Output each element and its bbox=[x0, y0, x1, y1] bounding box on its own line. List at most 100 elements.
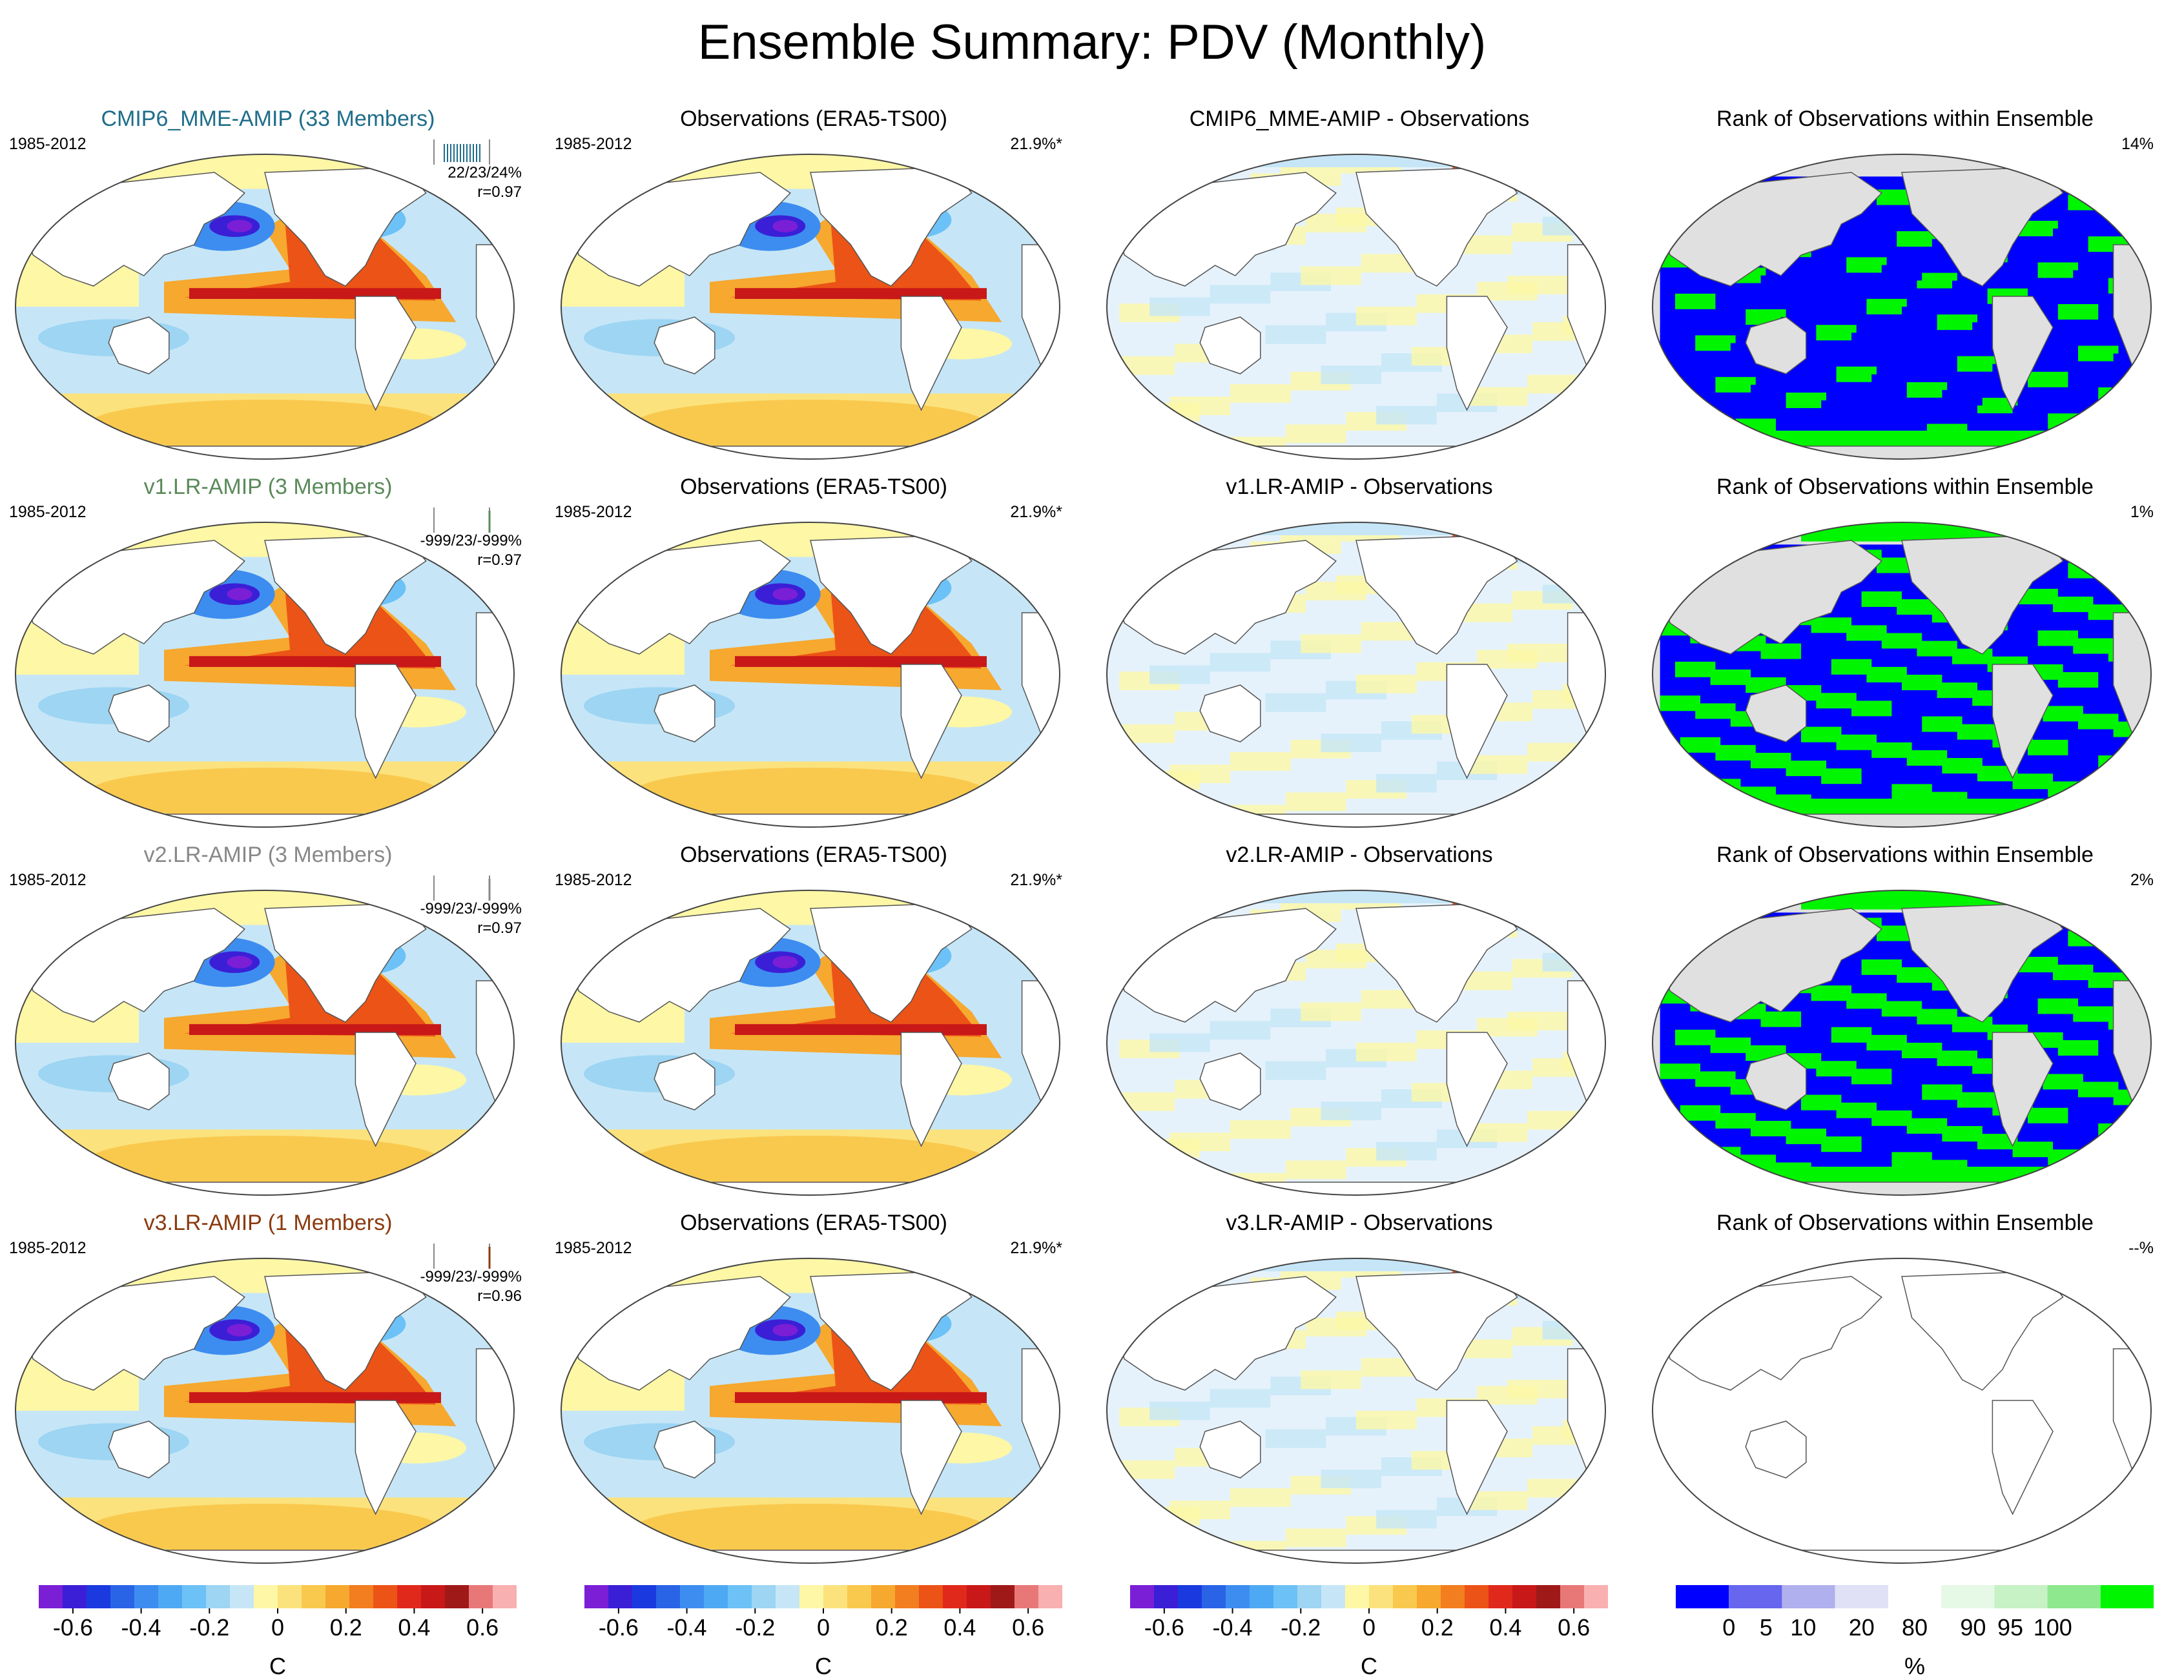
colorbar-tick-label: 0.6 bbox=[466, 1614, 499, 1641]
colorbar-swatch bbox=[1489, 1585, 1512, 1608]
panel-model-row-4: v3.LR-AMIP (1 Members) 1985-2012 -999/23/-… bbox=[6, 1211, 530, 1572]
panel-rank-row-1: Rank of Observations within Ensemble 14% bbox=[1643, 107, 2167, 468]
colorbar-tick-label: 20 bbox=[1849, 1614, 1875, 1641]
panel-diff-row-3: v2.LR-AMIP - Observations bbox=[1098, 843, 1621, 1204]
colorbar-tick-label: -0.2 bbox=[1281, 1614, 1321, 1641]
colorbar-tick-label: 0.4 bbox=[943, 1614, 976, 1641]
obs-map bbox=[561, 154, 1060, 460]
panel-rank-row-4: Rank of Observations within Ensemble --% bbox=[1643, 1211, 2167, 1572]
colorbar-tick-label: 0 bbox=[817, 1614, 830, 1641]
colorbar-swatch bbox=[656, 1585, 680, 1608]
colorbar-swatch bbox=[1250, 1585, 1273, 1608]
model-stats-value: -999/23/-999% bbox=[420, 532, 522, 549]
colorbar-swatch bbox=[349, 1585, 373, 1608]
obs-map bbox=[561, 522, 1060, 828]
colorbar-swatch bbox=[967, 1585, 991, 1608]
model-stats: -999/23/-999% r=0.97 bbox=[420, 899, 522, 938]
panel-title: Rank of Observations within Ensemble bbox=[1716, 1211, 2094, 1235]
colorbar-tick-label: -0.4 bbox=[667, 1614, 707, 1641]
colorbar-tick-label: 0 bbox=[1363, 1614, 1375, 1641]
colorbar-swatch bbox=[1888, 1585, 1942, 1608]
model-correlation: r=0.97 bbox=[477, 919, 522, 937]
colorbar-swatch bbox=[704, 1585, 728, 1608]
colorbar-unit-label: C bbox=[815, 1653, 832, 1679]
panel-rank-row-2: Rank of Observations within Ensemble 1% bbox=[1643, 475, 2167, 836]
colorbar-swatch bbox=[469, 1585, 493, 1608]
colorbar-swatch bbox=[2047, 1585, 2101, 1608]
colorbar-swatch bbox=[110, 1585, 134, 1608]
period-label: 1985-2012 bbox=[555, 1239, 632, 1257]
colorbar-swatch bbox=[1417, 1585, 1441, 1608]
model-stats-value: 22/23/24% bbox=[448, 164, 522, 181]
colorbar-swatch bbox=[1465, 1585, 1489, 1608]
colorbar-swatch bbox=[397, 1585, 421, 1608]
panel-title: Rank of Observations within Ensemble bbox=[1716, 107, 2094, 131]
model-map bbox=[15, 1258, 515, 1564]
colorbar-swatch bbox=[919, 1585, 943, 1608]
colorbar-tick-label: -0.6 bbox=[1144, 1614, 1184, 1641]
figure-title: Ensemble Summary: PDV (Monthly) bbox=[697, 15, 1487, 70]
panel-title: Observations (ERA5-TS00) bbox=[680, 475, 947, 499]
colorbar-swatch bbox=[1994, 1585, 2048, 1608]
rank-pct-label: 1% bbox=[2130, 503, 2154, 521]
diff-map bbox=[1106, 1258, 1606, 1564]
period-label: 1985-2012 bbox=[555, 135, 632, 153]
obs-pct-label: 21.9%* bbox=[1010, 135, 1062, 153]
colorbar-swatch bbox=[991, 1585, 1015, 1608]
colorbar-swatch bbox=[302, 1585, 325, 1608]
panel-title: Rank of Observations within Ensemble bbox=[1716, 843, 2094, 867]
rank-map bbox=[1652, 154, 2152, 460]
model-stats-value: -999/23/-999% bbox=[420, 900, 522, 917]
colorbar-tick-label: 0.6 bbox=[1012, 1614, 1044, 1641]
obs-pct-label: 21.9%* bbox=[1010, 1239, 1062, 1257]
obs-pct-label: 21.9%* bbox=[1010, 871, 1062, 889]
colorbar-swatch bbox=[776, 1585, 799, 1608]
colorbar-swatch bbox=[847, 1585, 871, 1608]
model-correlation: r=0.97 bbox=[477, 183, 522, 201]
colorbar-swatch bbox=[1178, 1585, 1202, 1608]
model-stats: -999/23/-999% r=0.96 bbox=[420, 1267, 522, 1306]
diff-map bbox=[1106, 522, 1606, 828]
panel-title: CMIP6_MME-AMIP - Observations bbox=[1189, 107, 1530, 131]
colorbar-tick-label: 0 bbox=[271, 1614, 284, 1641]
colorbar-swatch bbox=[584, 1585, 608, 1608]
colorbar-swatch bbox=[1584, 1585, 1608, 1608]
panel-title: v2.LR-AMIP (3 Members) bbox=[143, 843, 393, 867]
colorbar-tick-label: 0 bbox=[1722, 1614, 1735, 1641]
colorbar-swatch bbox=[1321, 1585, 1345, 1608]
panel-obs-row-2: Observations (ERA5-TS00) 1985-2012 21.9%* bbox=[552, 475, 1075, 836]
panel-obs-row-4: Observations (ERA5-TS00) 1985-2012 21.9%* bbox=[552, 1211, 1075, 1572]
model-map bbox=[15, 890, 515, 1196]
obs-pct-label: 21.9%* bbox=[1010, 503, 1062, 521]
rank-map bbox=[1652, 890, 2152, 1196]
colorbar-tick-label: 0.6 bbox=[1558, 1614, 1590, 1641]
colorbar-swatch bbox=[230, 1585, 254, 1608]
colorbar-swatch bbox=[1441, 1585, 1465, 1608]
colorbar-swatch bbox=[1835, 1585, 1888, 1608]
colorbar-tick-label: -0.2 bbox=[189, 1614, 229, 1641]
ensemble-spread-ticks bbox=[433, 139, 490, 165]
period-label: 1985-2012 bbox=[9, 135, 87, 153]
colorbar-swatch bbox=[1130, 1585, 1154, 1608]
colorbar-swatch bbox=[1202, 1585, 1226, 1608]
colorbar-swatch bbox=[680, 1585, 704, 1608]
panel-diff-row-2: v1.LR-AMIP - Observations bbox=[1098, 475, 1621, 836]
period-label: 1985-2012 bbox=[555, 503, 632, 521]
colorbar-swatch bbox=[895, 1585, 919, 1608]
colorbar-swatch bbox=[1512, 1585, 1536, 1608]
panel-title: Rank of Observations within Ensemble bbox=[1716, 475, 2094, 499]
colorbar-swatch bbox=[1273, 1585, 1297, 1608]
panel-title: CMIP6_MME-AMIP (33 Members) bbox=[101, 107, 435, 131]
colorbar-swatch bbox=[325, 1585, 349, 1608]
colorbar-swatch bbox=[1729, 1585, 1782, 1608]
temperature-colorbar-3: -0.6 -0.4 -0.2 0 0.2 0.4 0.6 bbox=[1130, 1585, 1608, 1641]
model-correlation: r=0.96 bbox=[477, 1287, 522, 1305]
colorbar-swatch bbox=[1226, 1585, 1250, 1608]
colorbar-tick-label: 80 bbox=[1902, 1614, 1928, 1641]
rank-pct-label: 2% bbox=[2130, 871, 2154, 889]
colorbar-swatch bbox=[1560, 1585, 1584, 1608]
colorbar-tick-label: 0.2 bbox=[876, 1614, 908, 1641]
model-correlation: r=0.97 bbox=[477, 551, 522, 569]
colorbar-tick-label: -0.4 bbox=[121, 1614, 161, 1641]
colorbar-unit-label: C bbox=[1361, 1653, 1377, 1679]
